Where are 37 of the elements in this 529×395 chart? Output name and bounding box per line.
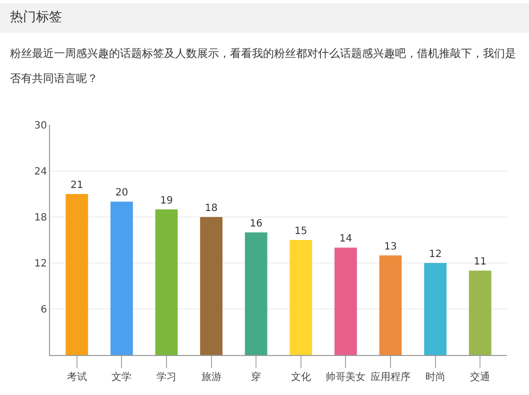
- data-label: 21: [70, 180, 84, 191]
- bar: [379, 255, 402, 355]
- bar: [200, 217, 222, 355]
- data-label: 12: [428, 249, 442, 260]
- y-tick-label: 30: [34, 120, 47, 132]
- x-tick-label: 考试: [66, 371, 87, 383]
- data-label: 11: [474, 256, 486, 268]
- data-label: 18: [204, 203, 218, 214]
- bar: [468, 270, 492, 355]
- y-tick-label: 24: [34, 166, 47, 178]
- data-label: 13: [384, 241, 397, 252]
- bar: [66, 194, 88, 355]
- data-label: 14: [339, 234, 352, 245]
- data-label: 19: [160, 195, 173, 206]
- y-tick-label: 18: [34, 212, 47, 224]
- x-tick-label: 学习: [156, 371, 176, 383]
- bar: [424, 263, 447, 355]
- x-tick-label: 时尚: [425, 371, 446, 383]
- chart-title: 热门标签: [0, 3, 529, 33]
- bar: [290, 240, 312, 355]
- x-tick-label: 应用程序: [370, 371, 411, 383]
- bar: [244, 232, 268, 355]
- bar: [334, 248, 357, 355]
- x-tick-label: 穿: [251, 371, 262, 383]
- bar: [110, 202, 133, 355]
- data-label: 15: [294, 226, 308, 237]
- x-tick-label: 文学: [112, 371, 132, 383]
- y-tick-label: 12: [34, 258, 47, 270]
- y-tick-label: 6: [40, 304, 47, 316]
- data-label: 16: [250, 218, 262, 230]
- x-tick-label: 交通: [470, 371, 490, 383]
- x-tick-label: 帅哥美女: [326, 371, 366, 383]
- chart-subtitle: 粉丝最近一周感兴趣的话题标签及人数展示，看看我的粉丝都对什么话题感兴趣吧，借机推敲下，我们是否有共同语言呢？: [9, 46, 517, 87]
- x-tick-label: 旅游: [201, 371, 222, 383]
- bar: [155, 209, 178, 355]
- x-tick-label: 文化: [290, 371, 311, 383]
- data-label: 20: [115, 188, 128, 199]
